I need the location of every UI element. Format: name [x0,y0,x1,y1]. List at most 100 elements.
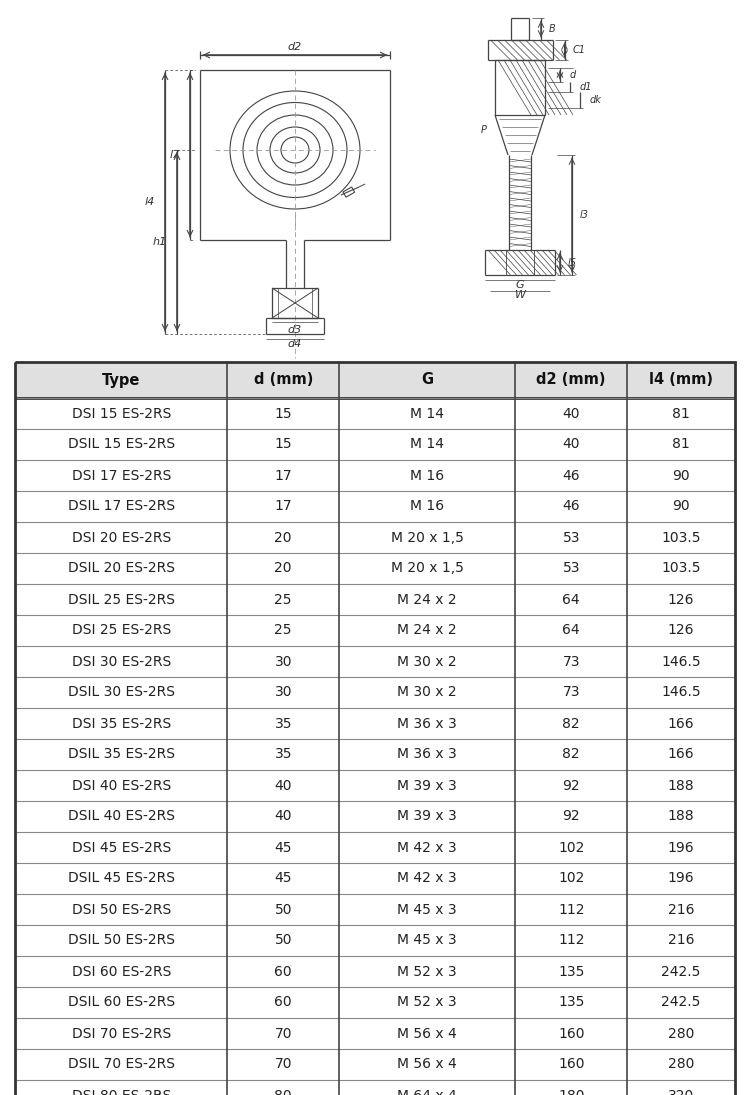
Text: DSIL 45 ES-2RS: DSIL 45 ES-2RS [68,872,175,886]
Text: 35: 35 [274,748,292,761]
Text: DSI 17 ES-2RS: DSI 17 ES-2RS [71,469,171,483]
Text: 82: 82 [562,716,580,730]
Bar [15,362,735,397]
Text: 64: 64 [562,592,580,607]
Text: M 14: M 14 [410,406,444,420]
Text: 25: 25 [274,623,292,637]
Text: M 45 x 3: M 45 x 3 [398,902,457,917]
Text: 180: 180 [558,1088,584,1095]
Text: M 30 x 2: M 30 x 2 [398,655,457,669]
Text: DSI 15 ES-2RS: DSI 15 ES-2RS [71,406,171,420]
Text: DSIL 70 ES-2RS: DSIL 70 ES-2RS [68,1058,175,1072]
Text: DSI 50 ES-2RS: DSI 50 ES-2RS [71,902,171,917]
Text: DSIL 30 ES-2RS: DSIL 30 ES-2RS [68,685,175,700]
Text: 216: 216 [668,902,694,917]
Text: 25: 25 [274,592,292,607]
Text: 126: 126 [668,623,694,637]
Text: 166: 166 [668,716,694,730]
Text: M 52 x 3: M 52 x 3 [398,995,457,1010]
Text: 15: 15 [274,438,292,451]
Text: 112: 112 [558,934,584,947]
Text: DSIL 40 ES-2RS: DSIL 40 ES-2RS [68,809,175,823]
Text: 103.5: 103.5 [662,562,700,576]
Text: DSIL 15 ES-2RS: DSIL 15 ES-2RS [68,438,175,451]
Text: M 64 x 4: M 64 x 4 [398,1088,457,1095]
Text: M 36 x 3: M 36 x 3 [398,748,457,761]
Text: 70: 70 [274,1026,292,1040]
Text: M 39 x 3: M 39 x 3 [398,809,457,823]
Text: d4: d4 [288,339,302,349]
Text: M 45 x 3: M 45 x 3 [398,934,457,947]
Text: M 24 x 2: M 24 x 2 [398,592,457,607]
Text: M 30 x 2: M 30 x 2 [398,685,457,700]
Text: Type: Type [102,372,140,388]
Text: M 20 x 1,5: M 20 x 1,5 [391,530,464,544]
Text: 73: 73 [562,655,580,669]
Text: 70: 70 [274,1058,292,1072]
Text: 46: 46 [562,469,580,483]
Text: 40: 40 [274,809,292,823]
Text: G: G [422,372,434,388]
Text: DSI 20 ES-2RS: DSI 20 ES-2RS [71,530,171,544]
Text: 90: 90 [672,469,690,483]
Text: DSI 80 ES-2RS: DSI 80 ES-2RS [71,1088,171,1095]
Text: d2 (mm): d2 (mm) [536,372,606,388]
Text: d3: d3 [288,325,302,335]
Text: M 56 x 4: M 56 x 4 [398,1058,457,1072]
Text: 280: 280 [668,1058,694,1072]
Text: 81: 81 [672,406,690,420]
Text: 102: 102 [558,872,584,886]
Text: 242.5: 242.5 [662,995,700,1010]
Text: 20: 20 [274,530,292,544]
Text: M 56 x 4: M 56 x 4 [398,1026,457,1040]
Text: DSI 45 ES-2RS: DSI 45 ES-2RS [71,841,171,854]
Text: 90: 90 [672,499,690,514]
Text: 45: 45 [274,872,292,886]
Bar [343,187,355,197]
Text: l4 (mm): l4 (mm) [649,372,713,388]
Text: M 36 x 3: M 36 x 3 [398,716,457,730]
Text: 30: 30 [274,685,292,700]
Text: 242.5: 242.5 [662,965,700,979]
Text: DSI 25 ES-2RS: DSI 25 ES-2RS [71,623,171,637]
Text: DSI 35 ES-2RS: DSI 35 ES-2RS [71,716,171,730]
Text: 60: 60 [274,995,292,1010]
Text: 40: 40 [562,406,580,420]
Text: M 20 x 1,5: M 20 x 1,5 [391,562,464,576]
Text: 46: 46 [562,499,580,514]
Text: M 16: M 16 [410,499,444,514]
Text: DSIL 35 ES-2RS: DSIL 35 ES-2RS [68,748,175,761]
Text: 166: 166 [668,748,694,761]
Text: DSIL 50 ES-2RS: DSIL 50 ES-2RS [68,934,175,947]
Text: 81: 81 [672,438,690,451]
Text: DSI 40 ES-2RS: DSI 40 ES-2RS [71,779,171,793]
Text: M 39 x 3: M 39 x 3 [398,779,457,793]
Text: l5: l5 [568,257,577,267]
Text: 92: 92 [562,809,580,823]
Text: 160: 160 [558,1026,584,1040]
Text: 50: 50 [274,934,292,947]
Text: 53: 53 [562,562,580,576]
Text: 135: 135 [558,965,584,979]
Text: 216: 216 [668,934,694,947]
Text: 64: 64 [562,623,580,637]
Text: d2: d2 [288,42,302,51]
Text: 146.5: 146.5 [662,655,700,669]
Text: 196: 196 [668,841,694,854]
Text: M 24 x 2: M 24 x 2 [398,623,457,637]
Text: 103.5: 103.5 [662,530,700,544]
Text: d1: d1 [580,82,592,92]
Text: M 42 x 3: M 42 x 3 [398,841,457,854]
Text: 126: 126 [668,592,694,607]
Text: 188: 188 [668,779,694,793]
Text: 160: 160 [558,1058,584,1072]
Text: 73: 73 [562,685,580,700]
Text: 17: 17 [274,499,292,514]
Text: 320: 320 [668,1088,694,1095]
Text: M 16: M 16 [410,469,444,483]
Text: d (mm): d (mm) [254,372,313,388]
Text: G: G [516,280,524,290]
Text: DSIL 20 ES-2RS: DSIL 20 ES-2RS [68,562,175,576]
Text: d: d [570,70,576,80]
Text: DSIL 25 ES-2RS: DSIL 25 ES-2RS [68,592,175,607]
